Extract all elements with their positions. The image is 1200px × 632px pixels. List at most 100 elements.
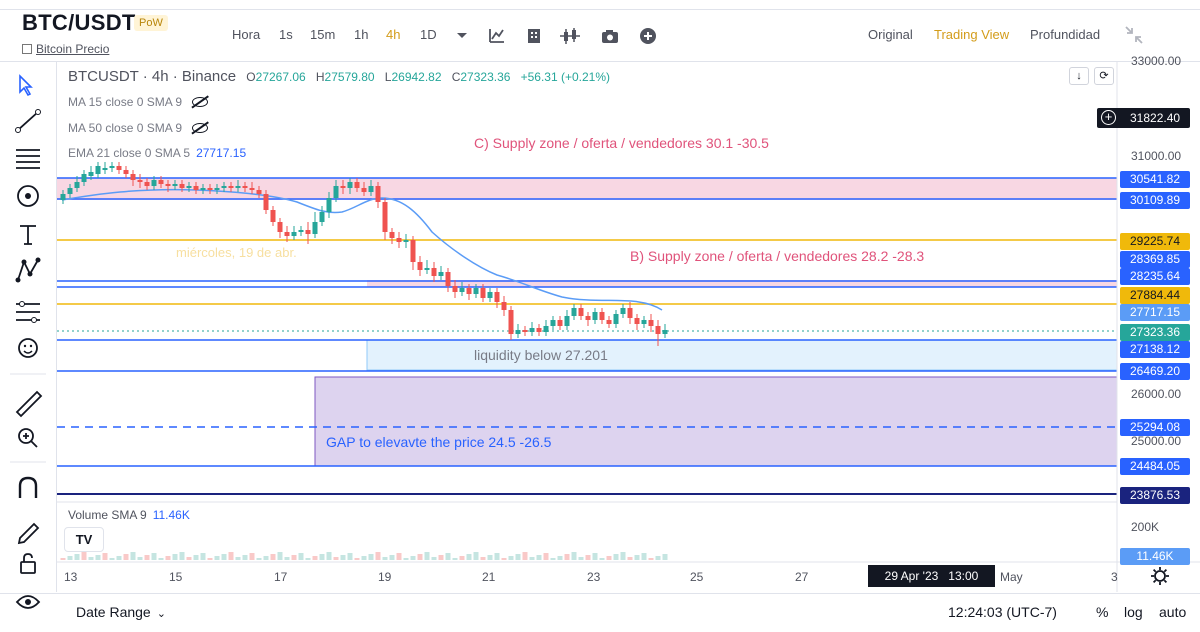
price-level-label: 27717.15 — [1120, 304, 1190, 321]
candle-body — [116, 166, 122, 170]
price-level-label: 28369.85 — [1120, 251, 1190, 268]
view-profundidad[interactable]: Profundidad — [1030, 27, 1101, 42]
volume-bar — [473, 552, 479, 560]
candle-body — [487, 292, 493, 298]
date-range-button[interactable]: Date Range ⌄ — [76, 604, 166, 620]
candle-body — [648, 320, 654, 326]
ma15-indicator[interactable]: MA 15 close 0 SMA 9 — [68, 95, 209, 109]
ruler-icon[interactable] — [15, 390, 43, 418]
volume-bar — [620, 552, 626, 560]
volume-bar — [613, 554, 619, 560]
smiley-icon[interactable] — [18, 338, 38, 358]
ema21-indicator[interactable]: EMA 21 close 0 SMA 5 27717.15 — [68, 146, 247, 160]
pattern-icon[interactable] — [15, 257, 41, 283]
trend-line-icon[interactable] — [15, 109, 41, 133]
clock-display[interactable]: 12:24:03 (UTC-7) — [948, 604, 1057, 620]
volume-bar — [312, 556, 318, 560]
candle-body — [536, 328, 542, 332]
supply-zone-b — [367, 280, 1117, 287]
interval-1s[interactable]: 1s — [279, 27, 293, 42]
pencil-lock-icon[interactable] — [17, 522, 40, 545]
candle-body — [466, 288, 472, 294]
candle-body — [235, 186, 241, 188]
volume-indicator[interactable]: Volume SMA 9 11.46K — [68, 508, 190, 522]
bitcoin-price-link[interactable]: Bitcoin Precio — [22, 42, 109, 56]
auto-toggle[interactable]: auto — [1159, 604, 1187, 620]
liquidity-note: liquidity below 27.201 — [474, 347, 608, 363]
volume-bar — [487, 555, 493, 560]
volume-bar — [263, 556, 269, 560]
percent-toggle[interactable]: % — [1096, 604, 1109, 620]
candle-body — [165, 184, 171, 186]
candle-body — [515, 330, 521, 334]
volume-bar — [424, 552, 430, 560]
supply-zone-c — [57, 178, 1117, 200]
volume-bar — [172, 554, 178, 560]
ma50-indicator[interactable]: MA 50 close 0 SMA 9 — [68, 121, 209, 135]
candle-body — [172, 184, 178, 186]
pitchfork-icon[interactable] — [17, 185, 39, 207]
price-chart[interactable] — [57, 62, 1200, 592]
candle-body — [529, 328, 535, 332]
volume-bar — [116, 556, 122, 560]
volume-bar — [144, 555, 150, 560]
view-original[interactable]: Original — [868, 27, 913, 42]
eye-icon[interactable] — [15, 595, 41, 609]
lock-icon[interactable] — [20, 553, 36, 574]
log-toggle[interactable]: log — [1124, 604, 1143, 620]
volume-bar — [501, 558, 507, 560]
candle-body — [270, 210, 276, 222]
forecast-icon[interactable] — [16, 301, 40, 323]
candle-body — [368, 186, 374, 192]
cursor-icon[interactable] — [19, 74, 33, 97]
fullscreen-exit-icon[interactable] — [1124, 25, 1144, 45]
indicators-icon[interactable] — [489, 29, 504, 43]
volume-bar — [389, 555, 395, 560]
candle-body — [655, 326, 661, 334]
price-tick: 33000.00 — [1131, 54, 1182, 68]
volume-bar — [186, 557, 192, 560]
volume-bar — [74, 554, 80, 560]
camera-icon[interactable] — [602, 30, 618, 43]
hidden-eye-icon[interactable] — [192, 97, 209, 107]
candle-body — [424, 268, 430, 270]
volume-bar — [256, 558, 262, 560]
interval-4h[interactable]: 4h — [386, 27, 401, 42]
plus-circle-icon[interactable] — [640, 28, 656, 44]
ohlc-legend: BTCUSDT · 4h · Binance O27267.06 H27579.… — [68, 68, 610, 85]
price-level-label: 30541.82 — [1120, 171, 1190, 188]
settings-gear-icon[interactable] — [1150, 566, 1170, 586]
chevron-down-icon[interactable] — [457, 33, 467, 38]
volume-bar — [606, 556, 612, 560]
tradingview-logo: TV — [64, 527, 104, 552]
crosshair-time-box: 29 Apr '23 13:00 — [868, 565, 995, 587]
zoom-in-icon[interactable] — [18, 428, 38, 448]
volume-bar — [382, 557, 388, 560]
volume-bar — [193, 555, 199, 560]
candles-icon[interactable] — [560, 28, 580, 44]
refresh-icon[interactable]: ⟳ — [1094, 67, 1114, 85]
hidden-eye-icon[interactable] — [192, 123, 209, 133]
text-tool-icon[interactable] — [20, 225, 36, 245]
candle-body — [109, 166, 115, 168]
candle-body — [599, 312, 605, 320]
time-label: 27 — [795, 570, 809, 584]
price-level-label: 23876.53 — [1120, 487, 1190, 504]
volume-bar — [529, 557, 535, 560]
volume-bar — [284, 557, 290, 560]
view-trading-view[interactable]: Trading View — [934, 27, 1010, 42]
interval-hora[interactable]: Hora — [232, 27, 261, 42]
interval-1d[interactable]: 1D — [420, 27, 437, 42]
time-label: 15 — [169, 570, 183, 584]
price-level-label: 27884.44 — [1120, 287, 1190, 304]
horizontal-lines-icon[interactable] — [16, 149, 40, 169]
candle-body — [88, 172, 94, 176]
building-icon[interactable] — [528, 29, 540, 43]
candle-body — [550, 320, 556, 326]
interval-1h[interactable]: 1h — [354, 27, 369, 42]
interval-15m[interactable]: 15m — [310, 27, 336, 42]
scroll-down-icon[interactable]: ↓ — [1069, 67, 1089, 85]
magnet-icon[interactable] — [18, 476, 38, 498]
add-alert-icon[interactable]: + — [1101, 110, 1116, 125]
candle-body — [284, 232, 290, 236]
